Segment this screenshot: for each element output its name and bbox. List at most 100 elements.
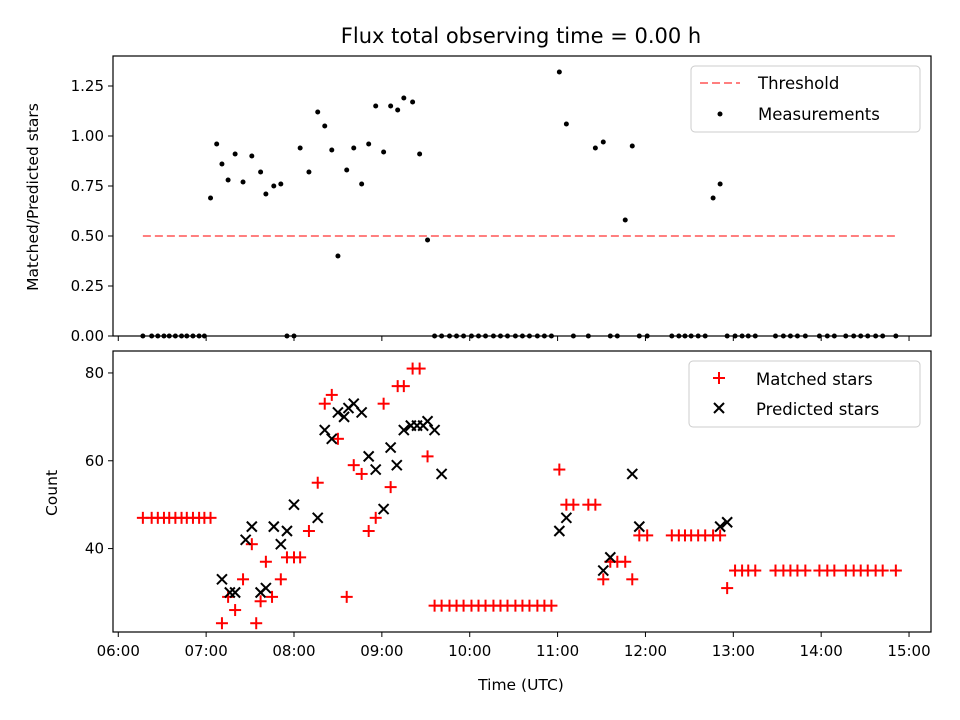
x-tick-label: 09:00 bbox=[360, 642, 403, 660]
top-axis-ticks: 0.00 0.25 0.50 0.75 1.00 1.25 bbox=[71, 77, 910, 345]
chart-title: Flux total observing time = 0.00 h bbox=[341, 24, 701, 48]
matched-star-point bbox=[619, 555, 632, 568]
matched-star-point bbox=[259, 555, 272, 568]
predicted-star-point bbox=[216, 573, 228, 586]
bottom-plot-frame bbox=[112, 350, 932, 633]
measurement-point bbox=[401, 95, 407, 101]
predicted-star-point bbox=[348, 397, 360, 410]
measurement-point bbox=[710, 195, 716, 201]
predicted-star-point bbox=[597, 564, 609, 577]
predicted-star-point bbox=[435, 468, 448, 480]
measurement-point bbox=[240, 179, 246, 185]
measurement-point bbox=[225, 177, 231, 183]
matched-star-point bbox=[384, 481, 397, 494]
measurement-point bbox=[629, 143, 635, 149]
matched-star-point bbox=[274, 573, 287, 586]
bottom-legend-box bbox=[688, 360, 921, 428]
matched-star-point bbox=[204, 511, 217, 524]
measurement-point bbox=[425, 237, 431, 243]
matched-star-point bbox=[876, 564, 889, 577]
top-y-axis-label: Matched/Predicted stars bbox=[24, 103, 42, 291]
matched-star-point bbox=[331, 432, 344, 445]
matched-star-point bbox=[245, 538, 258, 551]
top-y-tick-label: 0.75 bbox=[71, 177, 104, 195]
predicted-star-point bbox=[362, 450, 375, 463]
count-points bbox=[136, 362, 902, 630]
matched-star-point bbox=[325, 388, 338, 401]
matched-star-point bbox=[545, 599, 558, 612]
predicted-star-point bbox=[281, 525, 293, 537]
measurement-point bbox=[278, 181, 284, 187]
matched-star-point bbox=[626, 573, 639, 586]
measurement-point bbox=[271, 183, 277, 189]
top-panel: Flux total observing time = 0.00 h Match… bbox=[24, 24, 932, 345]
predicted-star-point bbox=[246, 520, 258, 533]
top-y-tick-label: 0.50 bbox=[71, 227, 104, 245]
predicted-star-point bbox=[260, 582, 272, 594]
x-axis-label: Time (UTC) bbox=[477, 676, 564, 694]
matched-star-point bbox=[254, 595, 267, 608]
x-tick-label: 08:00 bbox=[272, 642, 315, 660]
legend-threshold-label: Threshold bbox=[757, 74, 839, 93]
matched-star-point bbox=[302, 525, 315, 538]
measurement-point bbox=[592, 145, 598, 151]
predicted-star-point bbox=[553, 525, 566, 537]
measurement-point bbox=[219, 161, 225, 167]
measurement-point bbox=[717, 181, 723, 187]
matched-star-point bbox=[237, 573, 250, 586]
bottom-axis-ticks: 40 60 80 06:00 07:00 08:00 09:00 10:00 11:00 12:0… bbox=[85, 364, 931, 660]
legend-matched-swatch bbox=[713, 372, 725, 384]
predicted-star-point bbox=[391, 459, 403, 471]
predicted-star-point bbox=[268, 520, 280, 533]
predicted-star-point bbox=[384, 441, 397, 454]
x-tick-label: 15:00 bbox=[887, 642, 930, 660]
measurement-point bbox=[563, 121, 569, 127]
bottom-panel: Count Time (UTC) 40 60 80 06:00 07:00 08:00 09… bbox=[43, 350, 932, 694]
matched-star-point bbox=[828, 564, 841, 577]
matched-star-point bbox=[714, 529, 727, 542]
legend-measurements-label: Measurements bbox=[758, 105, 880, 124]
matched-star-point bbox=[799, 564, 812, 577]
matched-star-point bbox=[229, 604, 242, 617]
predicted-star-point bbox=[633, 520, 646, 533]
x-tick-label: 14:00 bbox=[800, 642, 843, 660]
top-y-tick-label: 1.00 bbox=[71, 127, 104, 145]
top-legend: Threshold Measurements bbox=[690, 65, 921, 133]
top-y-tick-label: 1.25 bbox=[71, 77, 104, 95]
measurement-point bbox=[258, 169, 264, 175]
matched-star-point bbox=[311, 476, 324, 489]
predicted-star-point bbox=[714, 520, 726, 533]
matched-star-point bbox=[266, 590, 279, 603]
top-y-tick-label: 0.00 bbox=[71, 327, 104, 345]
measurement-point bbox=[366, 141, 372, 147]
predicted-star-point bbox=[355, 406, 368, 419]
predicted-star-point bbox=[275, 538, 287, 550]
measurement-point bbox=[388, 103, 394, 109]
matched-star-point bbox=[641, 529, 654, 542]
predicted-star-point bbox=[398, 424, 410, 436]
measurement-point bbox=[351, 145, 357, 151]
matched-star-point bbox=[377, 397, 390, 410]
measurement-point bbox=[322, 123, 328, 129]
measurement-point bbox=[335, 253, 341, 259]
measurement-point bbox=[395, 107, 401, 113]
predicted-star-point bbox=[332, 406, 344, 419]
legend-matched-label: Matched stars bbox=[756, 370, 873, 389]
predicted-star-point bbox=[604, 551, 617, 564]
matched-star-point bbox=[215, 617, 228, 630]
matched-star-point bbox=[318, 397, 331, 410]
matched-star-point bbox=[721, 582, 734, 595]
measurement-point bbox=[214, 141, 220, 147]
measurement-point bbox=[297, 145, 303, 151]
matched-star-point bbox=[362, 525, 375, 538]
predicted-star-point bbox=[338, 411, 350, 423]
measurement-point bbox=[417, 151, 423, 157]
matched-star-point bbox=[589, 498, 602, 511]
matched-star-point bbox=[347, 459, 360, 472]
bottom-legend: Matched stars Predicted stars bbox=[688, 360, 921, 428]
measurement-point bbox=[359, 181, 365, 187]
measurement-point bbox=[315, 109, 321, 115]
measurement-point bbox=[381, 149, 387, 155]
predicted-star-point bbox=[370, 463, 382, 476]
